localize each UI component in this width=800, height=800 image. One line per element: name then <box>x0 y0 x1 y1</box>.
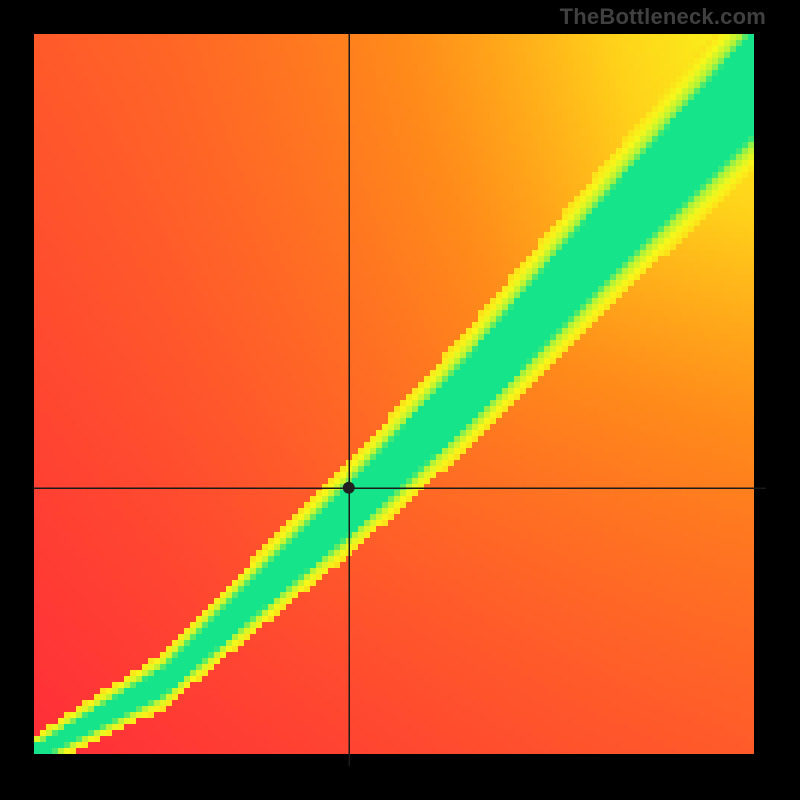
bottleneck-heatmap <box>34 34 766 766</box>
chart-container: { "attribution": { "text": "TheBottlenec… <box>0 0 800 800</box>
attribution-text: TheBottleneck.com <box>560 4 766 30</box>
